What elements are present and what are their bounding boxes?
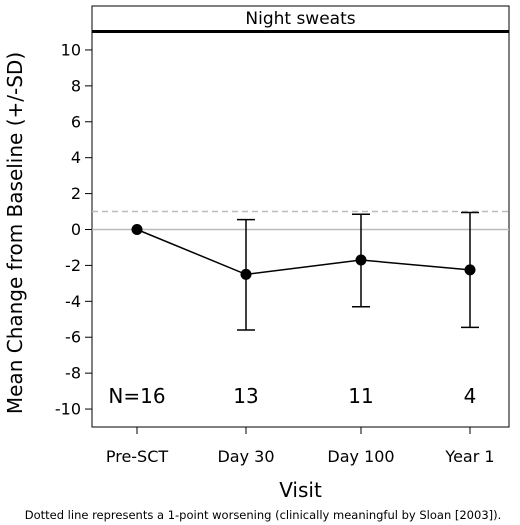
y-tick-label: 0 [71,220,81,239]
y-tick-label: -2 [65,256,81,275]
data-point [240,268,252,280]
y-tick-label: -10 [55,400,81,419]
y-tick-label: 6 [71,112,81,131]
y-tick-label: 10 [61,40,81,59]
y-tick-label: 4 [71,148,81,167]
count-label: 13 [233,384,258,408]
x-tick-label: Pre-SCT [106,447,169,466]
data-point [355,254,367,266]
reference-lines [92,210,509,231]
y-tick-label: -8 [65,364,81,383]
y-axis: 10 8 6 4 2 0 -2 -4 -6 -8 -10 [55,40,92,419]
count-label: N=16 [108,384,165,408]
x-tick-label: Day 30 [217,447,274,466]
series-line [136,228,471,276]
count-labels: N=16 13 11 4 [108,384,476,408]
x-axis: Pre-SCT Day 30 Day 100 Year 1 [106,427,495,466]
data-point [131,224,143,235]
series-line-group [136,228,471,276]
x-axis-title: Visit [279,478,322,502]
panel-title: Night sweats [245,9,355,29]
plot-frame [91,5,510,428]
y-axis-title: Mean Change from Baseline (+/-SD) [3,52,27,414]
count-label: 4 [464,384,477,408]
x-tick-label: Day 100 [327,447,394,466]
y-tick-label: -6 [65,328,81,347]
y-tick-label: 2 [71,184,81,203]
footnote: Dotted line represents a 1-point worseni… [25,508,502,522]
x-tick-label: Year 1 [444,447,494,466]
data-points [131,224,476,280]
y-tick-label: 8 [71,76,81,95]
count-label: 11 [348,384,373,408]
y-tick-label: -4 [65,292,81,311]
data-point [464,264,476,276]
